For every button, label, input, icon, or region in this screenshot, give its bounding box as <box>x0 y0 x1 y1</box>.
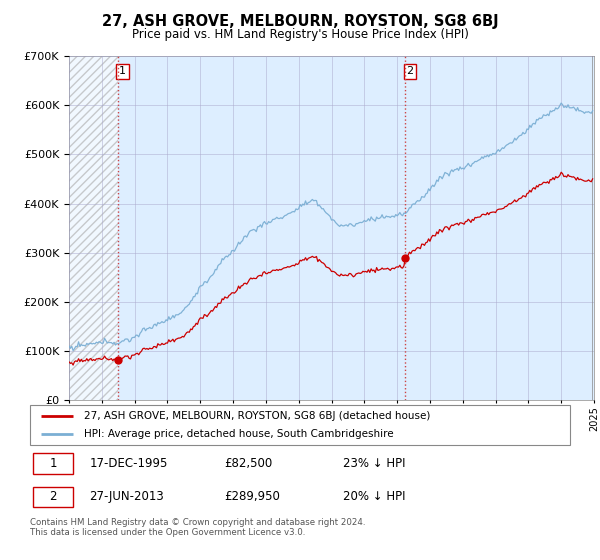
Text: £82,500: £82,500 <box>224 457 272 470</box>
Text: Price paid vs. HM Land Registry's House Price Index (HPI): Price paid vs. HM Land Registry's House … <box>131 28 469 41</box>
FancyBboxPatch shape <box>33 454 73 474</box>
Text: 23% ↓ HPI: 23% ↓ HPI <box>343 457 406 470</box>
Text: 17-DEC-1995: 17-DEC-1995 <box>89 457 168 470</box>
Text: 2: 2 <box>407 66 413 76</box>
Text: 27, ASH GROVE, MELBOURN, ROYSTON, SG8 6BJ: 27, ASH GROVE, MELBOURN, ROYSTON, SG8 6B… <box>101 14 499 29</box>
Text: 27, ASH GROVE, MELBOURN, ROYSTON, SG8 6BJ (detached house): 27, ASH GROVE, MELBOURN, ROYSTON, SG8 6B… <box>84 411 430 421</box>
Text: 27-JUN-2013: 27-JUN-2013 <box>89 490 164 503</box>
FancyBboxPatch shape <box>30 405 570 445</box>
Bar <box>69 56 118 400</box>
Text: 20% ↓ HPI: 20% ↓ HPI <box>343 490 406 503</box>
Text: £289,950: £289,950 <box>224 490 280 503</box>
Text: 1: 1 <box>49 457 57 470</box>
Text: 2: 2 <box>49 490 57 503</box>
Text: 1: 1 <box>119 66 126 76</box>
Text: Contains HM Land Registry data © Crown copyright and database right 2024.
This d: Contains HM Land Registry data © Crown c… <box>30 518 365 538</box>
FancyBboxPatch shape <box>33 487 73 507</box>
Text: HPI: Average price, detached house, South Cambridgeshire: HPI: Average price, detached house, Sout… <box>84 430 394 439</box>
